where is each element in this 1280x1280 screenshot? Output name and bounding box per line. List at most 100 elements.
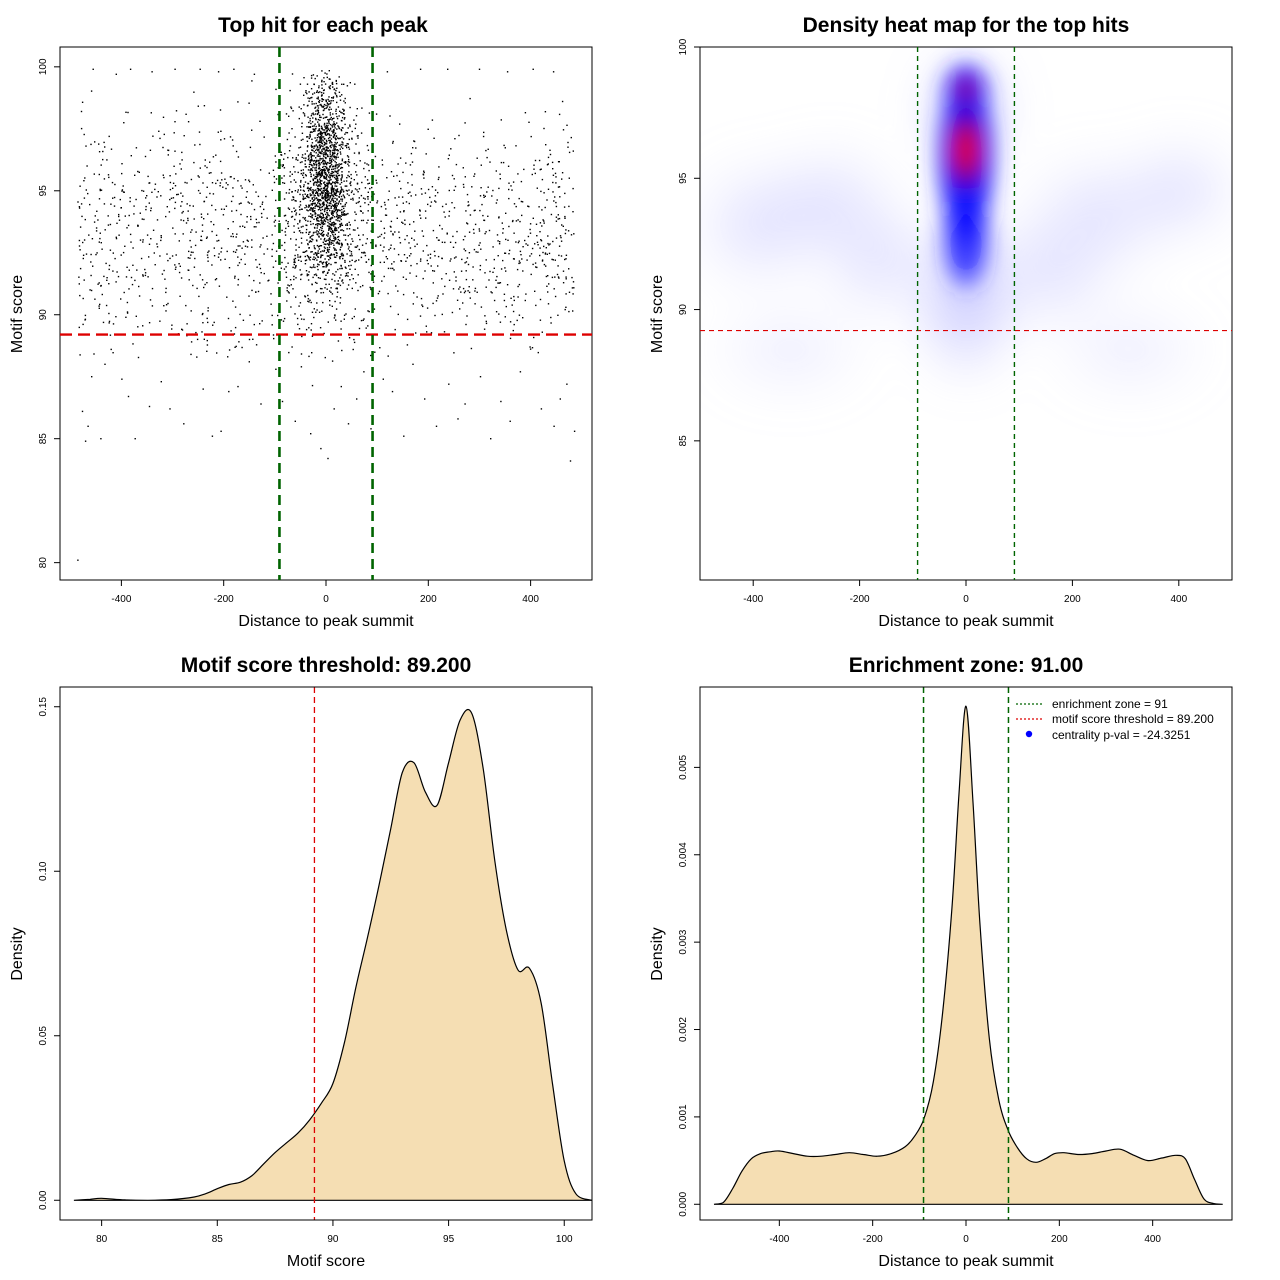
data-point xyxy=(307,220,309,222)
data-point xyxy=(333,221,335,223)
data-point xyxy=(485,320,487,323)
data-point xyxy=(121,378,123,380)
data-point xyxy=(316,227,318,229)
data-point xyxy=(331,168,333,171)
data-point xyxy=(453,178,455,180)
data-point xyxy=(181,151,183,154)
data-point xyxy=(216,352,218,354)
data-point xyxy=(313,226,316,229)
data-point xyxy=(416,263,418,265)
data-point xyxy=(413,239,415,241)
data-point xyxy=(331,305,333,307)
data-point xyxy=(288,115,290,117)
data-point xyxy=(505,238,507,241)
data-point xyxy=(329,118,331,120)
data-point xyxy=(261,216,263,218)
data-point xyxy=(99,189,101,192)
data-point xyxy=(197,105,199,107)
data-point xyxy=(325,204,328,206)
data-point xyxy=(99,303,101,306)
data-point xyxy=(321,196,323,198)
data-point xyxy=(532,68,534,70)
data-point xyxy=(316,282,318,284)
data-point xyxy=(488,279,490,281)
data-point xyxy=(326,288,328,290)
data-point xyxy=(323,109,325,111)
data-point xyxy=(251,239,253,241)
data-point xyxy=(165,304,168,306)
data-point xyxy=(327,184,329,186)
data-point xyxy=(207,213,209,215)
data-point xyxy=(235,345,237,348)
data-point xyxy=(322,221,324,223)
data-point xyxy=(390,244,392,246)
data-point xyxy=(312,192,314,194)
data-point xyxy=(437,178,440,181)
data-point xyxy=(315,161,317,163)
data-point xyxy=(554,295,557,298)
data-point xyxy=(367,196,369,198)
data-point xyxy=(342,282,344,284)
data-point xyxy=(322,230,325,232)
data-point xyxy=(334,132,337,134)
data-point xyxy=(321,250,324,252)
data-point xyxy=(367,164,370,166)
data-point xyxy=(316,302,318,304)
data-point xyxy=(315,173,318,175)
data-point xyxy=(121,190,123,192)
data-point xyxy=(324,161,327,163)
data-point xyxy=(327,182,329,184)
data-point xyxy=(323,332,325,335)
data-point xyxy=(322,106,324,108)
data-point xyxy=(84,440,87,442)
data-point xyxy=(308,204,310,206)
data-point xyxy=(194,244,197,247)
data-point xyxy=(235,150,238,153)
data-point xyxy=(300,314,302,316)
data-point xyxy=(215,234,218,236)
data-point xyxy=(187,121,190,123)
data-point xyxy=(135,315,137,317)
data-point xyxy=(362,234,364,236)
data-point xyxy=(303,318,305,321)
data-point xyxy=(339,192,341,194)
data-point xyxy=(422,277,424,280)
data-point xyxy=(95,230,98,232)
data-point xyxy=(311,204,313,206)
data-point xyxy=(196,287,198,290)
data-point xyxy=(317,175,319,177)
data-point xyxy=(315,197,318,199)
data-point xyxy=(161,273,164,275)
data-point xyxy=(467,201,469,203)
data-point xyxy=(316,181,318,183)
data-point xyxy=(287,284,289,286)
data-point xyxy=(317,194,319,196)
data-point xyxy=(127,224,130,227)
data-point xyxy=(510,297,512,299)
data-point xyxy=(106,279,108,281)
data-point xyxy=(309,220,312,223)
data-point xyxy=(356,189,358,191)
data-point xyxy=(328,208,330,210)
data-point xyxy=(318,165,320,167)
data-point xyxy=(179,295,181,297)
data-point xyxy=(332,233,334,236)
data-point xyxy=(311,149,313,151)
data-point xyxy=(298,328,301,330)
data-point xyxy=(307,196,309,198)
data-point xyxy=(137,326,139,328)
data-point xyxy=(107,215,109,217)
data-point xyxy=(308,327,310,329)
data-point xyxy=(313,189,315,192)
data-point xyxy=(558,217,561,220)
data-point xyxy=(426,331,428,333)
data-point xyxy=(295,244,297,246)
data-point xyxy=(496,199,498,201)
data-point xyxy=(322,99,325,101)
data-point xyxy=(461,258,463,261)
data-point xyxy=(309,133,311,136)
data-point xyxy=(542,251,544,254)
data-point xyxy=(555,182,557,184)
data-point xyxy=(499,173,501,175)
data-point xyxy=(328,134,331,136)
